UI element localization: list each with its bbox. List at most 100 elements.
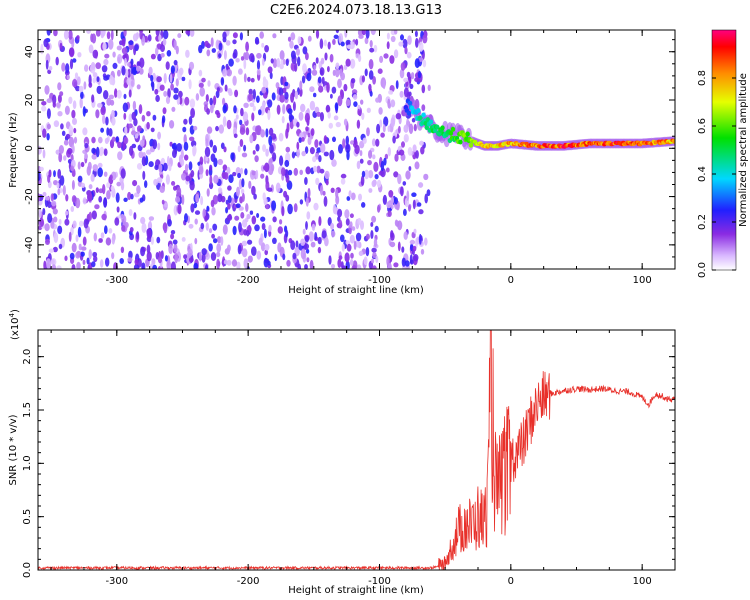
noise-speckle (298, 111, 304, 121)
noise-speckle (155, 252, 159, 260)
noise-speckle (285, 58, 289, 66)
noise-speckle (222, 116, 227, 127)
noise-speckle (141, 222, 147, 233)
noise-speckle (311, 223, 316, 231)
noise-speckle (216, 243, 222, 253)
noise-speckle (292, 101, 296, 111)
noise-speckle (120, 168, 126, 179)
noise-speckle (82, 236, 87, 246)
noise-speckle (285, 174, 290, 184)
noise-speckle (287, 36, 292, 42)
noise-speckle (205, 222, 209, 231)
noise-speckle (121, 47, 128, 55)
noise-speckle (372, 76, 376, 85)
noise-speckle (189, 98, 196, 109)
noise-speckle (272, 58, 278, 69)
noise-speckle (80, 251, 85, 257)
noise-speckle (88, 74, 92, 86)
noise-speckle (199, 172, 204, 179)
noise-speckle (190, 170, 195, 178)
noise-speckle (349, 213, 354, 218)
noise-speckle (199, 87, 205, 97)
noise-speckle (243, 258, 249, 269)
noise-speckle (420, 146, 425, 155)
noise-speckle (268, 127, 274, 136)
y-tick-label: 0.5 (22, 509, 33, 525)
noise-speckle (334, 102, 339, 111)
noise-speckle (344, 209, 350, 219)
snr-scale-label: (x104) (8, 309, 21, 340)
noise-speckle (285, 128, 289, 139)
noise-speckle (303, 243, 309, 250)
noise-speckle (241, 192, 245, 202)
snr-xlabel: Height of straight line (km) (288, 585, 424, 596)
noise-speckle (117, 53, 123, 64)
noise-speckle (232, 39, 237, 45)
noise-speckle (343, 83, 348, 92)
noise-speckle (64, 105, 70, 116)
noise-speckle (72, 220, 77, 229)
y-tick-label: 40 (24, 45, 35, 58)
ridge-point (418, 115, 423, 121)
noise-speckle (240, 56, 245, 61)
noise-speckle (216, 87, 220, 92)
noise-speckle (386, 41, 390, 50)
noise-speckle (119, 258, 124, 264)
noise-speckle (43, 38, 49, 48)
noise-speckle (133, 118, 138, 127)
noise-speckle (323, 151, 329, 157)
noise-speckle (50, 193, 54, 202)
noise-speckle (373, 44, 378, 53)
noise-speckle (45, 238, 50, 245)
noise-speckle (132, 100, 137, 111)
noise-speckle (163, 227, 167, 234)
noise-speckle (45, 59, 49, 70)
noise-speckle (176, 186, 182, 197)
snr-scale-prefix: (x10 (10, 317, 21, 340)
noise-speckle (58, 218, 62, 225)
noise-speckle (400, 62, 406, 71)
ridge-point (468, 142, 474, 148)
noise-speckle (368, 70, 374, 80)
noise-speckle (388, 254, 393, 261)
noise-speckle (78, 243, 82, 251)
noise-speckle (388, 190, 394, 198)
noise-speckle (136, 163, 143, 170)
noise-speckle (48, 248, 54, 253)
noise-speckle (115, 136, 119, 143)
noise-speckle (401, 141, 405, 148)
noise-speckle (156, 76, 162, 83)
noise-speckle (369, 90, 373, 97)
noise-speckle (306, 211, 311, 220)
noise-speckle (68, 96, 73, 105)
noise-speckle (139, 139, 145, 147)
noise-speckle (240, 212, 245, 219)
noise-speckle (307, 35, 312, 42)
noise-speckle (80, 91, 84, 99)
noise-speckle (365, 30, 370, 39)
noise-speckle (398, 41, 404, 47)
noise-speckle (170, 233, 175, 240)
noise-speckle (251, 170, 257, 176)
noise-speckle (317, 76, 322, 84)
noise-speckle (141, 262, 146, 269)
noise-speckle (332, 38, 336, 46)
noise-speckle (366, 127, 370, 137)
noise-speckle (258, 109, 262, 116)
noise-speckle (104, 53, 110, 59)
noise-speckle (368, 170, 374, 179)
noise-speckle (400, 34, 404, 41)
noise-speckle (126, 77, 132, 86)
noise-speckle (173, 94, 179, 100)
noise-speckle (195, 93, 200, 101)
noise-speckle (295, 240, 299, 248)
noise-speckle (314, 139, 319, 148)
noise-speckle (189, 180, 195, 191)
noise-speckle (271, 92, 276, 101)
colorbar-tick-label: 0.4 (697, 166, 708, 182)
noise-speckle (112, 62, 118, 69)
noise-speckle (70, 165, 75, 172)
noise-speckle (258, 237, 263, 246)
noise-speckle (115, 192, 120, 203)
